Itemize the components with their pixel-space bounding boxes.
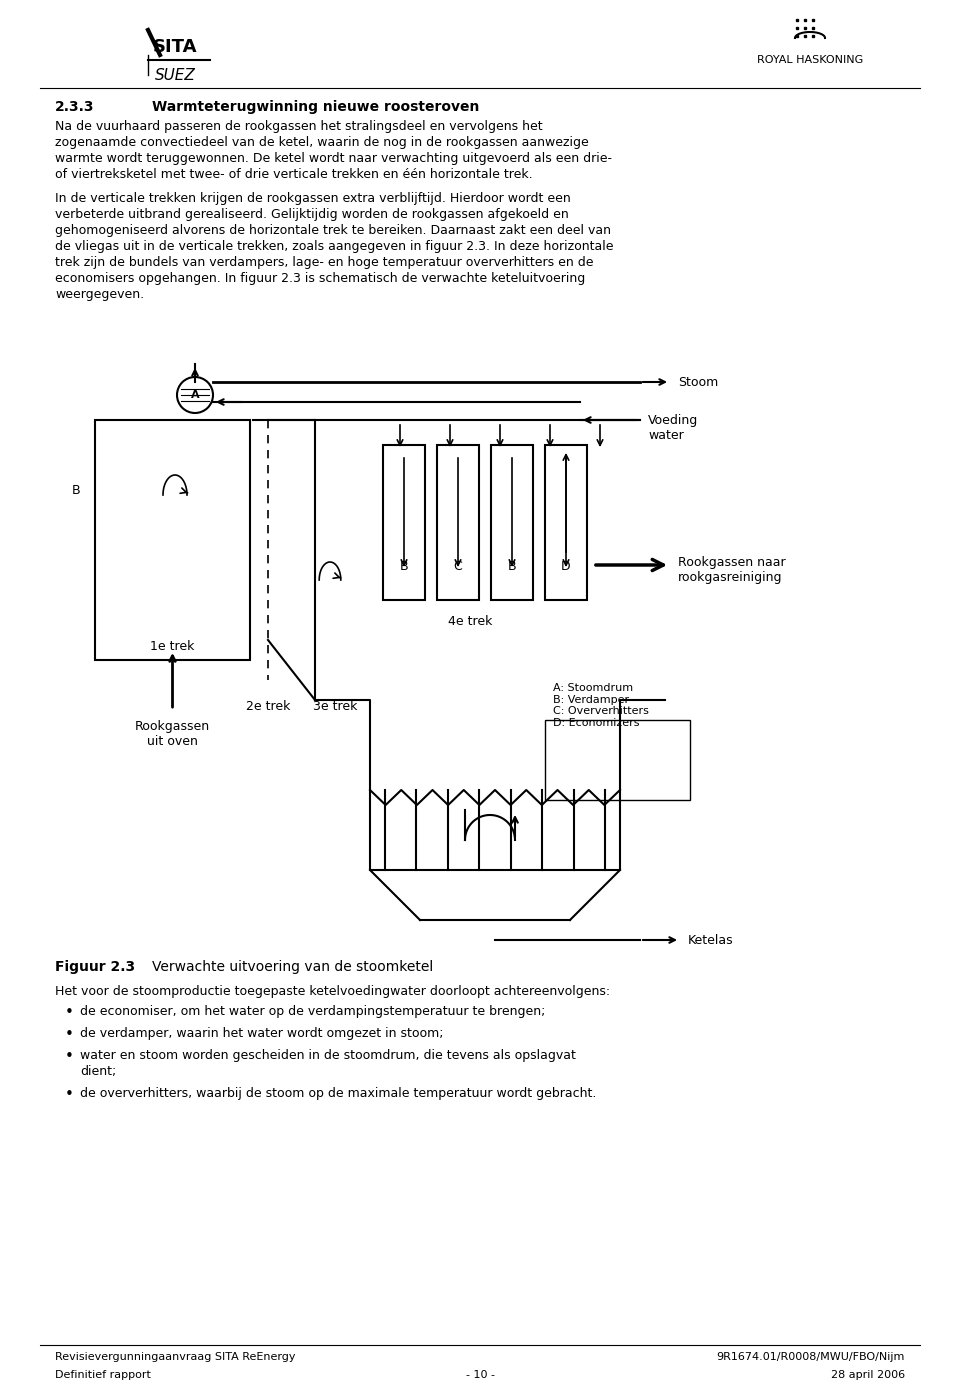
Text: Rookgassen
uit oven: Rookgassen uit oven [135, 720, 210, 748]
Text: Rookgassen naar
rookgasreiniging: Rookgassen naar rookgasreiniging [678, 556, 785, 584]
Text: SUEZ: SUEZ [155, 69, 196, 82]
Text: SITA: SITA [153, 38, 197, 56]
Text: 2e trek: 2e trek [246, 700, 290, 713]
Text: de economiser, om het water op de verdampingstemperatuur te brengen;: de economiser, om het water op de verdam… [80, 1005, 545, 1018]
Text: 2.3.3: 2.3.3 [55, 101, 94, 115]
Text: warmte wordt teruggewonnen. De ketel wordt naar verwachting uitgevoerd als een d: warmte wordt teruggewonnen. De ketel wor… [55, 152, 612, 165]
Text: Voeding
water: Voeding water [648, 414, 698, 442]
Text: B: B [71, 484, 80, 496]
Bar [437, 445, 479, 600]
Text: 28 april 2006: 28 april 2006 [830, 1370, 905, 1380]
Text: dient;: dient; [80, 1065, 116, 1078]
Text: 9R1674.01/R0008/MWU/FBO/Nijm: 9R1674.01/R0008/MWU/FBO/Nijm [716, 1352, 905, 1362]
Text: gehomogeniseerd alvorens de horizontale trek te bereiken. Daarnaast zakt een dee: gehomogeniseerd alvorens de horizontale … [55, 224, 611, 238]
Text: Het voor de stoomproductie toegepaste ketelvoedingwater doorloopt achtereenvolge: Het voor de stoomproductie toegepaste ke… [55, 986, 611, 998]
Bar [383, 445, 425, 600]
Text: B: B [508, 561, 516, 573]
Text: - 10 -: - 10 - [466, 1370, 494, 1380]
Text: •: • [65, 1028, 74, 1042]
Text: C: C [454, 561, 463, 573]
Text: of viertreksketel met twee- of drie verticale trekken en één horizontale trek.: of viertreksketel met twee- of drie vert… [55, 168, 533, 180]
Text: weergegeven.: weergegeven. [55, 288, 144, 301]
Text: A: Stoomdrum
B: Verdamper
C: Oververhitters
D: Economizers: A: Stoomdrum B: Verdamper C: Oververhitt… [553, 684, 649, 728]
Text: water en stoom worden gescheiden in de stoomdrum, die tevens als opslagvat: water en stoom worden gescheiden in de s… [80, 1048, 576, 1062]
Text: Figuur 2.3: Figuur 2.3 [55, 960, 135, 974]
Bar [491, 445, 533, 600]
Text: •: • [65, 1048, 74, 1064]
Text: de vliegas uit in de verticale trekken, zoals aangegeven in figuur 2.3. In deze : de vliegas uit in de verticale trekken, … [55, 240, 613, 253]
Bar [95, 419, 250, 660]
Text: Verwachte uitvoering van de stoomketel: Verwachte uitvoering van de stoomketel [152, 960, 433, 974]
Text: •: • [65, 1088, 74, 1102]
Bar [545, 720, 690, 800]
Text: In de verticale trekken krijgen de rookgassen extra verblijftijd. Hierdoor wordt: In de verticale trekken krijgen de rookg… [55, 192, 571, 206]
Text: trek zijn de bundels van verdampers, lage- en hoge temperatuur oververhitters en: trek zijn de bundels van verdampers, lag… [55, 256, 593, 268]
Text: B: B [399, 561, 408, 573]
Text: 3e trek: 3e trek [313, 700, 357, 713]
Text: Definitief rapport: Definitief rapport [55, 1370, 151, 1380]
Text: Na de vuurhaard passeren de rookgassen het stralingsdeel en vervolgens het: Na de vuurhaard passeren de rookgassen h… [55, 120, 542, 133]
Text: verbeterde uitbrand gerealiseerd. Gelijktijdig worden de rookgassen afgekoeld en: verbeterde uitbrand gerealiseerd. Gelijk… [55, 208, 568, 221]
Text: Warmteterugwinning nieuwe roosteroven: Warmteterugwinning nieuwe roosteroven [152, 101, 479, 115]
Text: de verdamper, waarin het water wordt omgezet in stoom;: de verdamper, waarin het water wordt omg… [80, 1028, 444, 1040]
Text: •: • [65, 1005, 74, 1021]
Bar [545, 445, 587, 600]
Text: Ketelas: Ketelas [688, 934, 733, 946]
Text: economisers opgehangen. In figuur 2.3 is schematisch de verwachte keteluitvoerin: economisers opgehangen. In figuur 2.3 is… [55, 273, 586, 285]
Text: D: D [562, 561, 571, 573]
Text: 1e trek: 1e trek [151, 640, 195, 653]
Text: A: A [191, 390, 200, 400]
Text: 4e trek: 4e trek [447, 615, 492, 628]
Text: ROYAL HASKONING: ROYAL HASKONING [756, 55, 863, 64]
Text: zogenaamde convectiedeel van de ketel, waarin de nog in de rookgassen aanwezige: zogenaamde convectiedeel van de ketel, w… [55, 136, 588, 150]
Text: de oververhitters, waarbij de stoom op de maximale temperatuur wordt gebracht.: de oververhitters, waarbij de stoom op d… [80, 1088, 596, 1100]
Text: Stoom: Stoom [678, 376, 718, 389]
Text: Revisievergunningaanvraag SITA ReEnergy: Revisievergunningaanvraag SITA ReEnergy [55, 1352, 296, 1362]
